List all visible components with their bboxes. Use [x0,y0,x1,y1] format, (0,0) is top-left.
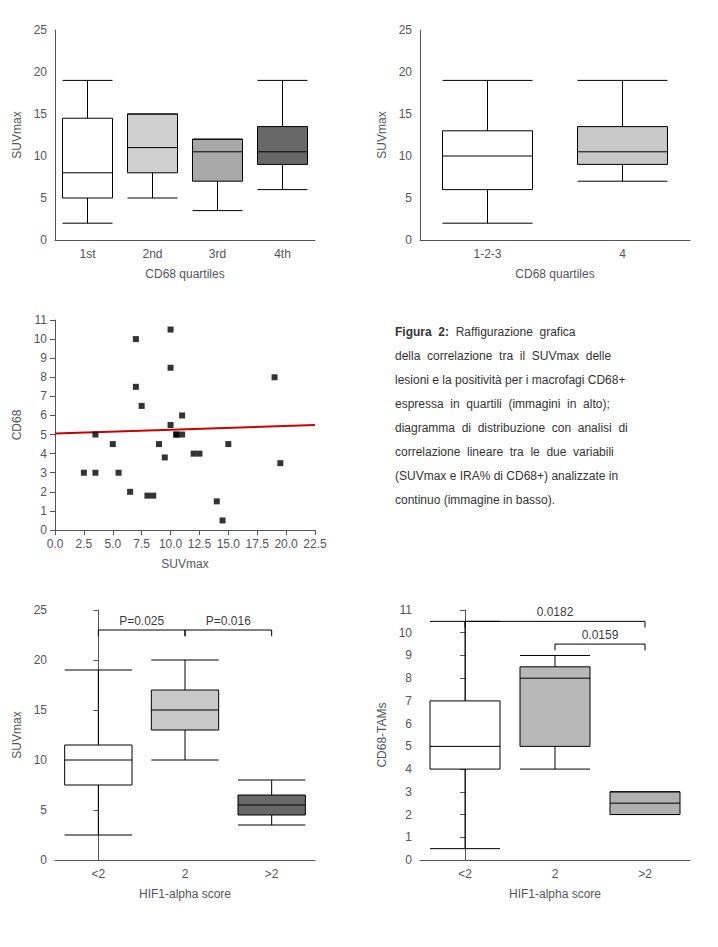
svg-text:3: 3 [40,466,47,480]
svg-text:0.0: 0.0 [47,537,64,551]
svg-text:Raffigurazione grafica: Raffigurazione grafica [449,325,576,339]
svg-text:1-2-3: 1-2-3 [473,247,501,261]
svg-text:2nd: 2nd [142,247,162,261]
svg-text:<2: <2 [91,867,105,881]
svg-text:continuo (immagine in basso).: continuo (immagine in basso). [395,493,555,507]
svg-text:4: 4 [405,762,412,776]
svg-text:1: 1 [405,830,412,844]
svg-text:diagramma di distribuzione: diagramma di distribuzione con analisi d… [395,421,628,435]
svg-text:5: 5 [40,428,47,442]
svg-text:5.0: 5.0 [104,537,121,551]
svg-text:0.0159: 0.0159 [582,628,619,642]
svg-text:CD68-TAMs: CD68-TAMs [375,702,389,767]
svg-text:20.0: 20.0 [274,537,298,551]
svg-text:3: 3 [405,785,412,799]
svg-text:2: 2 [182,867,189,881]
svg-text:7.5: 7.5 [133,537,150,551]
svg-text:2.5: 2.5 [76,537,93,551]
svg-text:SUVmax: SUVmax [10,711,24,758]
svg-text:0: 0 [40,523,47,537]
svg-text:correlazione lineare tra le: correlazione lineare tra le due variabil… [395,445,614,459]
svg-text:7: 7 [40,389,47,403]
svg-text:HIF1-alpha score: HIF1-alpha score [509,887,601,901]
svg-text:9: 9 [40,351,47,365]
svg-text:7: 7 [405,694,412,708]
svg-text:10: 10 [399,626,413,640]
svg-text:10: 10 [34,332,48,346]
svg-text:15: 15 [399,107,413,121]
svg-text:25: 25 [34,603,48,617]
svg-text:P=0.025: P=0.025 [119,614,164,628]
svg-text:25: 25 [399,23,413,37]
svg-text:SUVmax: SUVmax [10,111,24,158]
svg-text:CD68: CD68 [10,409,24,440]
svg-text:10: 10 [34,149,48,163]
svg-text:lesioni e la positività per i: lesioni e la positività per i macrofagi … [395,373,625,387]
svg-text:5: 5 [40,191,47,205]
svg-text:0.0182: 0.0182 [537,605,574,619]
svg-text:4th: 4th [274,247,291,261]
svg-text:2: 2 [405,808,412,822]
svg-text:3rd: 3rd [209,247,226,261]
svg-text:0: 0 [40,853,47,867]
svg-text:15: 15 [34,107,48,121]
svg-text:SUVmax: SUVmax [375,111,389,158]
svg-text:5: 5 [405,739,412,753]
svg-text:della correlazione tra il: della correlazione tra il SUVmax delle [395,349,611,363]
svg-text:(SUVmax e IRA% di CD68+) anali: (SUVmax e IRA% di CD68+) analizzate in [395,469,618,483]
svg-text:8: 8 [40,370,47,384]
svg-text:10: 10 [34,753,48,767]
svg-text:20: 20 [34,653,48,667]
svg-text:12.5: 12.5 [188,537,212,551]
svg-text:1st: 1st [79,247,96,261]
svg-text:>2: >2 [265,867,279,881]
svg-text:5: 5 [405,191,412,205]
svg-text:0: 0 [405,853,412,867]
svg-text:P=0.016: P=0.016 [206,614,251,628]
svg-text:SUVmax: SUVmax [161,557,208,571]
svg-text:20: 20 [399,65,413,79]
svg-text:espressa in quartili (immag: espressa in quartili (immagini in alto); [395,397,610,411]
svg-text:HIF1-alpha score: HIF1-alpha score [139,887,231,901]
svg-text:11: 11 [35,313,48,327]
svg-text:25: 25 [34,23,48,37]
svg-text:20: 20 [34,65,48,79]
svg-text:2: 2 [40,485,47,499]
svg-text:6: 6 [40,408,47,422]
svg-text:6: 6 [405,717,412,731]
svg-text:4: 4 [40,447,47,461]
svg-text:1: 1 [40,504,47,518]
svg-text:17.5: 17.5 [246,537,270,551]
svg-text:10.0: 10.0 [159,537,183,551]
svg-text:Figura 2:: Figura 2: [395,325,449,339]
svg-text:0: 0 [405,233,412,247]
svg-text:8: 8 [405,671,412,685]
svg-text:10: 10 [399,149,413,163]
svg-text:CD68 quartiles: CD68 quartiles [145,267,224,281]
svg-text:>2: >2 [638,867,652,881]
svg-text:4: 4 [619,247,626,261]
svg-text:CD68 quartiles: CD68 quartiles [515,267,594,281]
svg-text:15.0: 15.0 [217,537,241,551]
svg-text:2: 2 [552,867,559,881]
svg-text:22.5: 22.5 [303,537,327,551]
svg-text:<2: <2 [458,867,472,881]
svg-text:15: 15 [34,703,48,717]
svg-text:5: 5 [40,803,47,817]
svg-text:11: 11 [400,603,413,617]
svg-text:9: 9 [405,648,412,662]
svg-text:0: 0 [40,233,47,247]
